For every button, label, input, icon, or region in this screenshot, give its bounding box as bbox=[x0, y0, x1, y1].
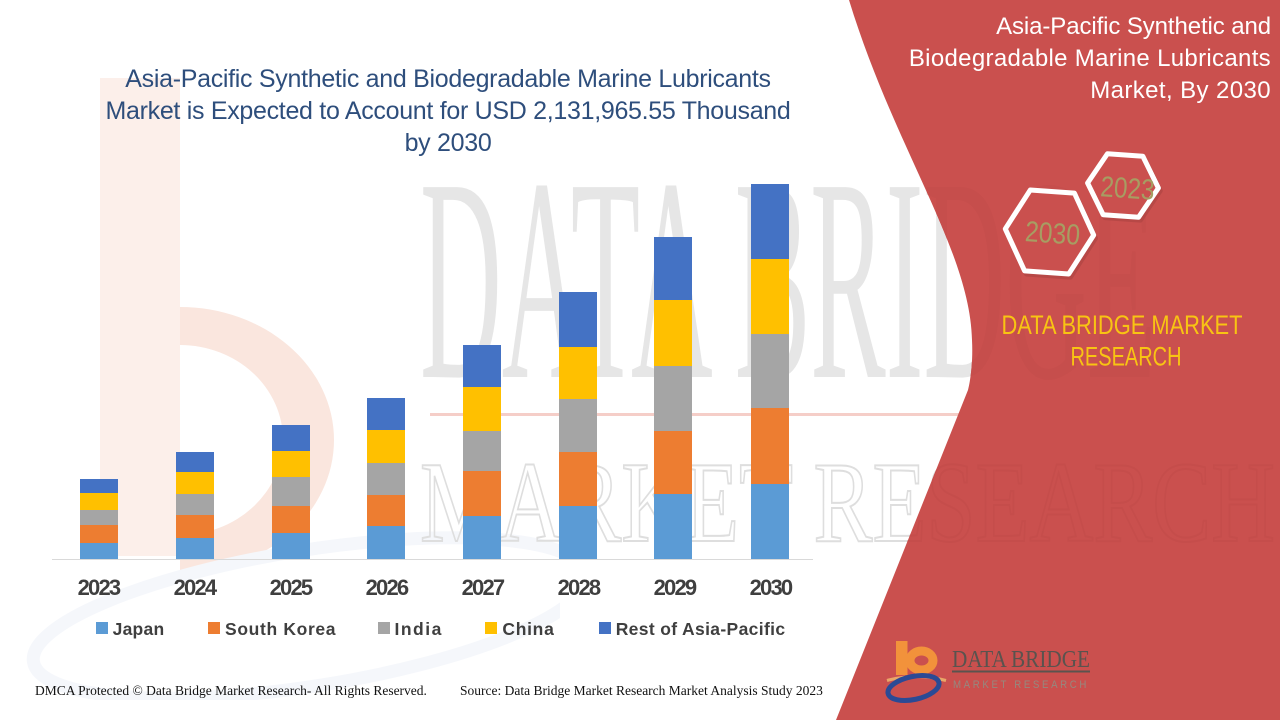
svg-text:MARKET RESEARCH: MARKET RESEARCH bbox=[953, 679, 1089, 691]
svg-text:2030: 2030 bbox=[1024, 216, 1081, 252]
svg-text:DATA BRIDGE MARKET: DATA BRIDGE MARKET bbox=[1002, 310, 1243, 340]
svg-text:RESEARCH: RESEARCH bbox=[1071, 342, 1182, 372]
svg-text:2023: 2023 bbox=[1099, 171, 1155, 207]
svg-text:DATA BRIDGE: DATA BRIDGE bbox=[952, 647, 1090, 673]
